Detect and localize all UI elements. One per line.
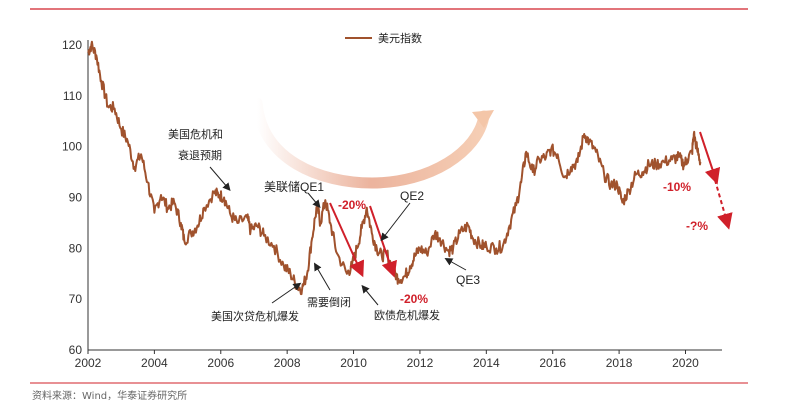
y-tick-label: 110 (63, 89, 82, 103)
drop-label-2: -20% (400, 292, 428, 306)
x-tick-label: 2006 (207, 356, 234, 370)
trend-arc-head (472, 110, 494, 128)
annotation-crisis-line1: 美国危机和 (168, 127, 223, 141)
y-tick-label: 70 (69, 292, 83, 306)
drop-arrow-4 (714, 179, 733, 230)
y-tick-label: 120 (62, 38, 82, 52)
drop-arrow-1 (329, 202, 365, 278)
y-tick-label: 60 (69, 343, 83, 357)
x-tick-labels: 2002 2004 2006 2008 2010 2012 2014 2016 2018 2020 (75, 350, 699, 370)
annotation-fed-qe1: 美联储QE1 (264, 179, 324, 194)
x-tick-label: 2012 (407, 356, 434, 370)
x-tick-label: 2014 (473, 356, 500, 370)
legend-label: 美元指数 (378, 31, 422, 45)
annotation-eurodebt: 欧债危机爆发 (374, 308, 440, 322)
y-tick-labels: 60 70 80 90 100 110 120 (62, 38, 82, 357)
annotation-qe3: QE3 (456, 273, 480, 287)
drop-label-1: -20% (338, 198, 366, 212)
x-tick-label: 2016 (539, 356, 566, 370)
drop-label-4: -?% (686, 219, 708, 233)
pointer-demand (313, 262, 331, 291)
x-tick-label: 2002 (75, 356, 102, 370)
pointer-qe3 (444, 258, 467, 271)
x-tick-label: 2020 (672, 356, 699, 370)
y-tick-label: 80 (69, 241, 83, 255)
dollar-index-line (87, 40, 702, 296)
annotation-qe2: QE2 (400, 189, 424, 203)
pointer-qe2 (380, 202, 411, 242)
pointer-subprime (271, 282, 302, 304)
trend-arc (251, 97, 490, 189)
annotation-subprime: 美国次贷危机爆发 (211, 309, 299, 323)
x-tick-label: 2004 (141, 356, 168, 370)
annotation-demand: 需要倒闭 (307, 296, 351, 309)
x-tick-label: 2008 (274, 356, 301, 370)
x-tick-label: 2018 (606, 356, 633, 370)
annotation-crisis-line2: 衰退预期 (178, 148, 222, 162)
y-tick-label: 100 (62, 140, 82, 154)
pointer-crisis (209, 166, 231, 192)
pointer-eurodebt (361, 284, 379, 306)
pointer-qe1 (307, 192, 321, 209)
x-tick-label: 2010 (340, 356, 367, 370)
source-note: 资料来源：Wind，华泰证券研究所 (32, 389, 187, 402)
y-tick-label: 90 (69, 191, 83, 205)
drop-arrow-3 (699, 131, 721, 185)
drop-label-3: -10% (663, 180, 691, 194)
